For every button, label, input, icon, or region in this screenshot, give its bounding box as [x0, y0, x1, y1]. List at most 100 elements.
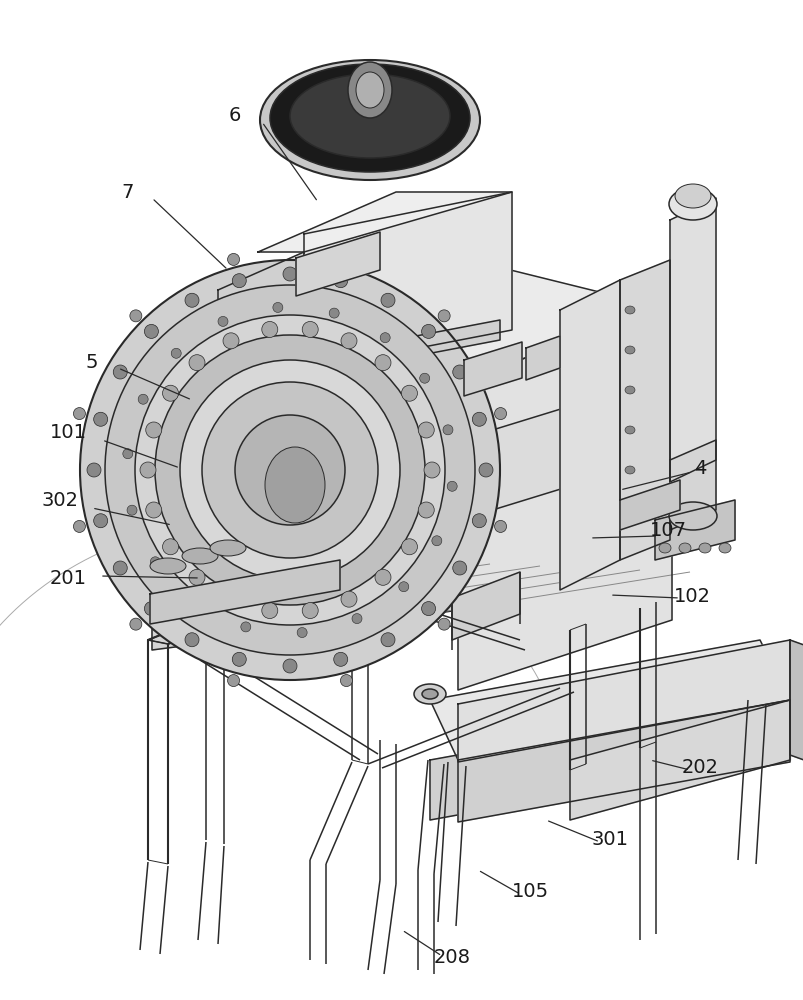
Ellipse shape — [262, 321, 278, 337]
Ellipse shape — [422, 689, 438, 699]
Ellipse shape — [130, 310, 141, 322]
Polygon shape — [789, 640, 803, 760]
Polygon shape — [218, 252, 304, 408]
Text: 5: 5 — [86, 353, 98, 371]
Ellipse shape — [135, 315, 444, 625]
Ellipse shape — [162, 385, 178, 401]
Ellipse shape — [181, 548, 218, 564]
Ellipse shape — [227, 675, 239, 687]
Ellipse shape — [302, 321, 318, 337]
Text: 208: 208 — [433, 948, 470, 967]
Polygon shape — [296, 232, 380, 296]
Ellipse shape — [185, 293, 199, 307]
Ellipse shape — [624, 306, 634, 314]
Ellipse shape — [265, 447, 324, 523]
Ellipse shape — [145, 502, 161, 518]
Ellipse shape — [145, 602, 158, 616]
Ellipse shape — [374, 355, 390, 371]
Ellipse shape — [471, 514, 486, 528]
Polygon shape — [654, 500, 734, 560]
Ellipse shape — [218, 316, 228, 326]
Ellipse shape — [222, 591, 238, 607]
Polygon shape — [458, 640, 789, 762]
Ellipse shape — [624, 386, 634, 394]
Ellipse shape — [340, 675, 352, 687]
Polygon shape — [258, 192, 512, 252]
Ellipse shape — [668, 502, 716, 530]
Ellipse shape — [442, 425, 452, 435]
Ellipse shape — [414, 684, 446, 704]
Polygon shape — [150, 560, 340, 624]
Ellipse shape — [232, 274, 246, 288]
Ellipse shape — [73, 408, 85, 420]
Ellipse shape — [340, 333, 357, 349]
Ellipse shape — [471, 412, 486, 426]
Ellipse shape — [87, 463, 101, 477]
Ellipse shape — [128, 404, 168, 432]
Text: 107: 107 — [649, 520, 686, 540]
Text: 101: 101 — [50, 422, 87, 442]
Ellipse shape — [401, 539, 417, 555]
Polygon shape — [619, 260, 669, 560]
Ellipse shape — [356, 72, 384, 108]
Polygon shape — [525, 336, 560, 380]
Ellipse shape — [679, 543, 690, 553]
Text: 4: 4 — [693, 458, 705, 478]
Ellipse shape — [290, 74, 450, 158]
Text: 302: 302 — [42, 490, 79, 510]
Ellipse shape — [259, 60, 479, 180]
Polygon shape — [463, 342, 521, 396]
Ellipse shape — [333, 274, 347, 288]
Ellipse shape — [105, 285, 475, 655]
Ellipse shape — [227, 253, 239, 265]
Ellipse shape — [419, 373, 429, 383]
Polygon shape — [304, 192, 512, 370]
Polygon shape — [110, 344, 188, 456]
Text: 102: 102 — [673, 586, 710, 605]
Ellipse shape — [283, 659, 296, 673]
Polygon shape — [152, 560, 459, 650]
Ellipse shape — [452, 365, 467, 379]
Ellipse shape — [421, 324, 435, 338]
Ellipse shape — [283, 267, 296, 281]
Ellipse shape — [479, 463, 492, 477]
Text: 201: 201 — [50, 568, 87, 587]
Ellipse shape — [210, 540, 246, 556]
Polygon shape — [458, 310, 671, 690]
Text: 7: 7 — [122, 182, 134, 202]
Ellipse shape — [675, 184, 710, 208]
Polygon shape — [669, 440, 715, 530]
Polygon shape — [759, 700, 789, 760]
Ellipse shape — [234, 415, 344, 525]
Ellipse shape — [401, 385, 417, 401]
Ellipse shape — [340, 591, 357, 607]
Ellipse shape — [262, 603, 278, 619]
Ellipse shape — [73, 520, 85, 532]
Ellipse shape — [348, 62, 392, 118]
Ellipse shape — [438, 310, 450, 322]
Ellipse shape — [189, 355, 205, 371]
Polygon shape — [459, 400, 589, 520]
Ellipse shape — [150, 558, 185, 574]
Ellipse shape — [190, 597, 200, 607]
Text: 6: 6 — [229, 106, 241, 125]
Polygon shape — [188, 330, 279, 630]
Ellipse shape — [302, 603, 318, 619]
Polygon shape — [279, 258, 671, 380]
Ellipse shape — [421, 602, 435, 616]
Ellipse shape — [624, 426, 634, 434]
Polygon shape — [669, 198, 715, 482]
Ellipse shape — [352, 614, 361, 624]
Ellipse shape — [381, 633, 394, 647]
Ellipse shape — [127, 505, 137, 515]
Ellipse shape — [202, 382, 377, 558]
Ellipse shape — [398, 582, 408, 592]
Ellipse shape — [624, 346, 634, 354]
Ellipse shape — [494, 408, 506, 420]
Ellipse shape — [130, 618, 141, 630]
Ellipse shape — [423, 462, 439, 478]
Text: 202: 202 — [681, 758, 718, 777]
Ellipse shape — [145, 422, 161, 438]
Ellipse shape — [698, 543, 710, 553]
Ellipse shape — [328, 308, 339, 318]
